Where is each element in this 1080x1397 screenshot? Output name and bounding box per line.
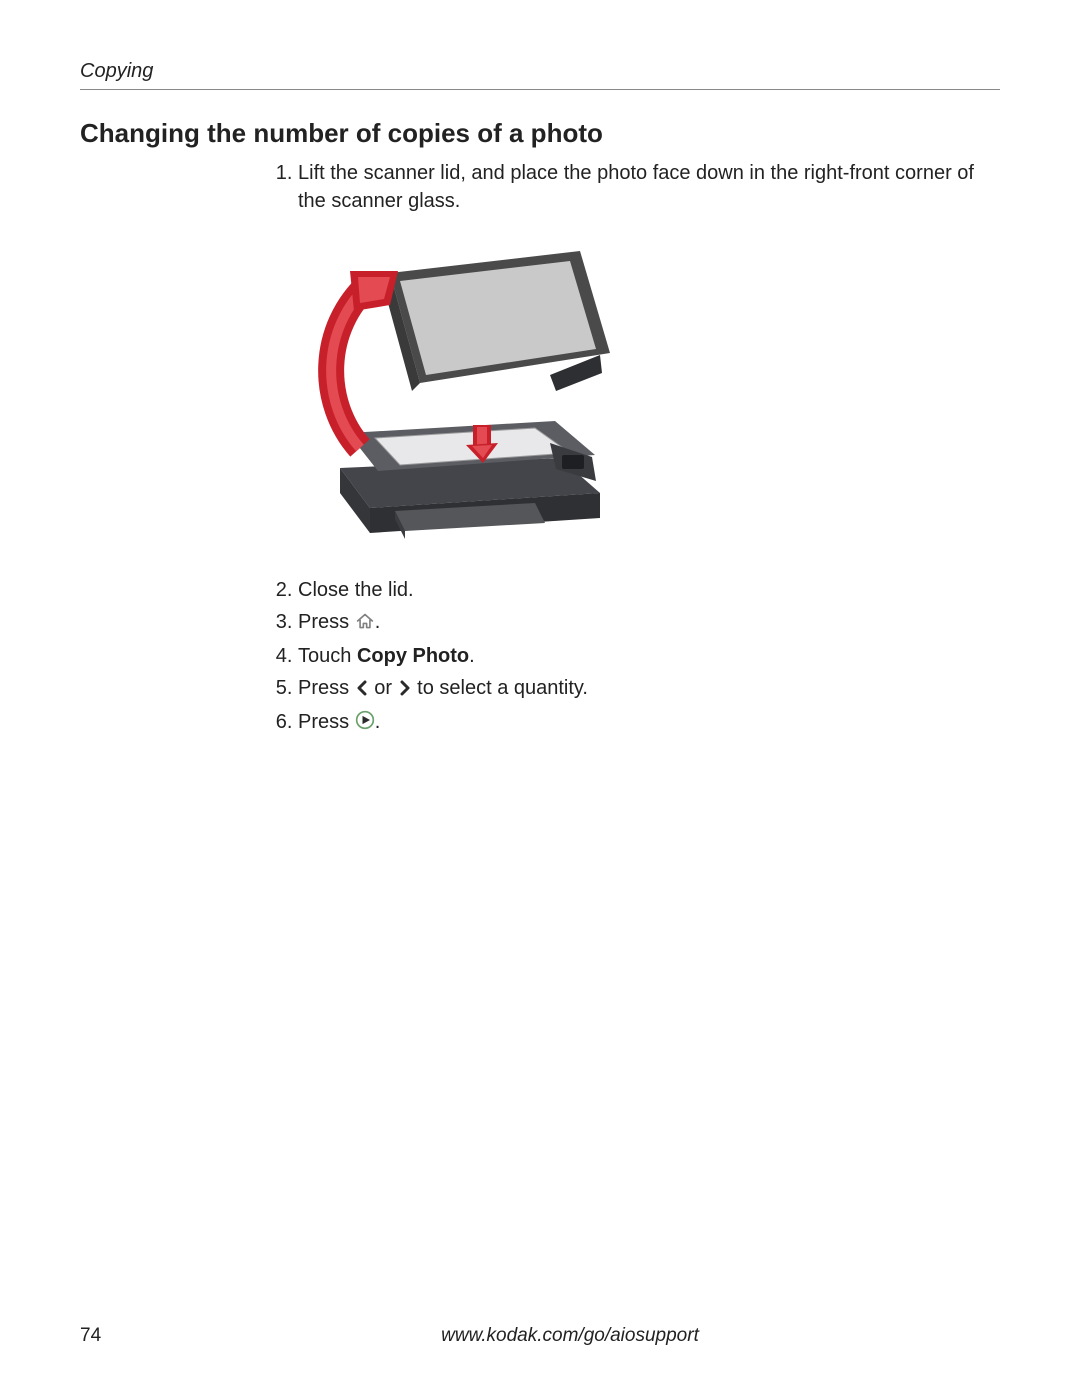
steps-list: Lift the scanner lid, and place the phot…	[270, 159, 1000, 215]
page-heading: Changing the number of copies of a photo	[80, 118, 1000, 149]
step-3: Press .	[298, 608, 1000, 638]
step-4-post: .	[469, 645, 475, 667]
step-3-post: .	[375, 611, 381, 633]
step-3-pre: Press	[298, 611, 355, 633]
step-1: Lift the scanner lid, and place the phot…	[298, 159, 1000, 215]
section-label: Copying	[80, 60, 1000, 90]
printer-illustration	[300, 233, 630, 558]
content-column: Lift the scanner lid, and place the phot…	[270, 159, 1000, 738]
step-5-post: to select a quantity.	[412, 677, 588, 699]
page-number: 74	[80, 1325, 140, 1347]
step-4-pre: Touch	[298, 645, 357, 667]
footer-url: www.kodak.com/go/aiosupport	[140, 1325, 1000, 1347]
step-5: Press or to select a quantity.	[298, 674, 1000, 704]
home-icon	[355, 610, 375, 638]
step-5-mid: or	[369, 677, 398, 699]
step-6-post: .	[375, 711, 381, 733]
step-5-pre: Press	[298, 677, 355, 699]
step-2: Close the lid.	[298, 576, 1000, 604]
chevron-right-icon	[398, 676, 412, 704]
play-circle-icon	[355, 710, 375, 738]
steps-list-cont: Close the lid. Press . Touch Copy Photo.…	[270, 576, 1000, 738]
page-footer: 74 www.kodak.com/go/aiosupport	[80, 1325, 1000, 1347]
step-4: Touch Copy Photo.	[298, 642, 1000, 670]
step-6: Press .	[298, 708, 1000, 738]
step-6-pre: Press	[298, 711, 355, 733]
step-4-bold: Copy Photo	[357, 645, 469, 667]
chevron-left-icon	[355, 676, 369, 704]
